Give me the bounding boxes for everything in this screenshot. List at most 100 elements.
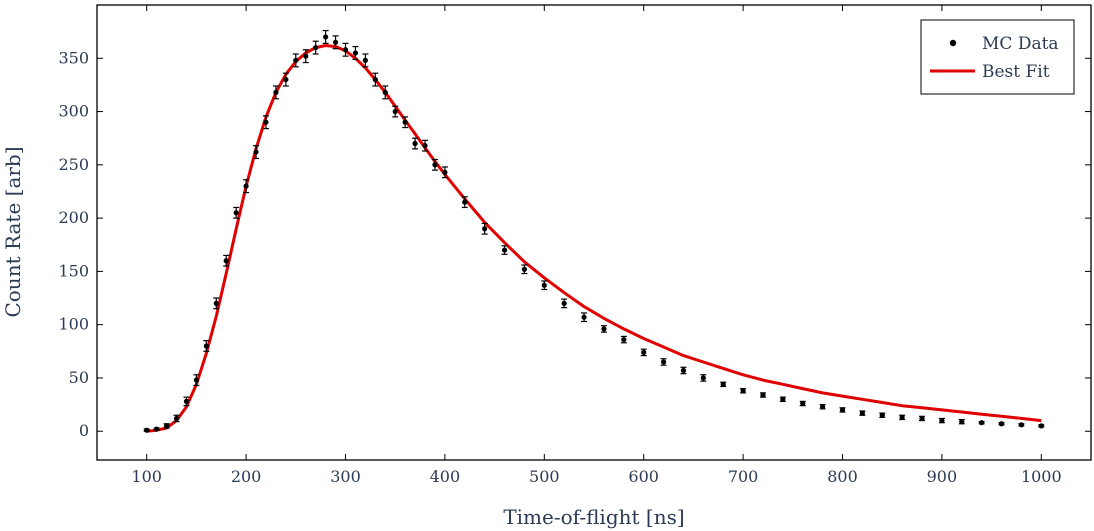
y-tick-label: 0 (79, 421, 89, 440)
mc-data-point (183, 396, 190, 407)
data-marker (253, 149, 259, 155)
data-marker (342, 47, 349, 53)
mc-data-point (541, 280, 548, 291)
mc-data-point (998, 421, 1005, 427)
data-marker (154, 426, 160, 432)
x-axis-ticks: 100 200 300 400 500 600 700 800 900 1000 (131, 5, 1062, 486)
mc-data-point (1018, 422, 1025, 428)
data-marker (939, 417, 945, 424)
data-marker (720, 381, 726, 387)
y-tick-label: 200 (58, 208, 89, 227)
data-marker (820, 404, 826, 410)
mc-data-point (412, 137, 419, 150)
data-marker (382, 89, 388, 95)
mc-data-point (461, 196, 468, 209)
mc-data-point (253, 145, 260, 160)
data-marker (293, 57, 299, 64)
mc-data-point (740, 388, 747, 394)
y-tick-label: 250 (58, 155, 89, 174)
y-tick-label: 300 (58, 102, 89, 121)
data-marker (979, 420, 985, 426)
data-marker (660, 359, 667, 365)
data-marker (859, 410, 865, 416)
data-marker (432, 162, 438, 168)
data-marker (412, 140, 418, 147)
x-tick-label: 400 (430, 467, 461, 486)
mc-data-point (600, 325, 607, 333)
mc-data-point (501, 245, 508, 255)
data-marker (521, 266, 528, 272)
x-tick-label: 800 (827, 467, 858, 486)
x-tick-label: 900 (927, 467, 958, 486)
data-marker (442, 169, 448, 175)
data-marker (839, 407, 846, 413)
data-marker (621, 336, 627, 343)
data-marker (193, 377, 199, 383)
mc-data-point (392, 105, 399, 118)
mc-data-point (382, 85, 389, 100)
data-marker (959, 419, 965, 425)
y-tick-label: 100 (58, 315, 89, 334)
mc-data-point (312, 40, 319, 55)
data-marker (213, 300, 219, 306)
mc-data-point (292, 53, 299, 68)
data-marker (800, 400, 806, 407)
mc-data-point (402, 116, 409, 129)
data-marker (919, 415, 925, 422)
data-layer (143, 29, 1045, 433)
data-marker (899, 414, 905, 420)
data-marker (203, 343, 209, 349)
mc-data-point (422, 139, 429, 152)
mc-data-point (1038, 423, 1045, 429)
legend-marker-mc-data (949, 39, 957, 47)
mc-data-point (859, 410, 866, 416)
mc-data-point (799, 400, 806, 407)
mc-data-point (819, 403, 826, 410)
data-marker (183, 398, 190, 404)
data-marker (780, 396, 786, 402)
data-marker (223, 258, 229, 264)
data-marker (700, 375, 706, 381)
legend-box (920, 19, 1075, 95)
mc-data-point (640, 348, 647, 357)
data-marker (243, 183, 249, 189)
data-marker (173, 415, 180, 422)
data-marker (283, 76, 289, 83)
data-marker (501, 247, 508, 253)
y-tick-label: 350 (58, 48, 89, 67)
data-marker (303, 53, 309, 59)
mc-data-point (173, 414, 180, 423)
mc-data-point (352, 45, 359, 60)
y-tick-label: 50 (69, 368, 89, 387)
mc-data-point (521, 264, 528, 275)
data-marker (601, 326, 607, 332)
mc-data-point (700, 374, 707, 382)
mc-data-point (372, 72, 379, 87)
data-marker (332, 39, 339, 45)
mc-data-point (143, 427, 150, 433)
data-marker (680, 367, 687, 374)
data-marker (313, 45, 319, 51)
mc-data-point (272, 85, 279, 100)
mc-data-point (879, 412, 886, 418)
data-marker (641, 349, 647, 355)
mc-data-point (262, 115, 269, 130)
data-marker (402, 119, 408, 125)
mc-data-point (153, 426, 160, 432)
mc-data-point (481, 222, 488, 235)
data-marker (541, 282, 547, 288)
mc-data-point (282, 72, 289, 87)
mc-data-point (919, 415, 926, 422)
mc-data-point (431, 158, 438, 171)
mc-data-point (581, 312, 588, 323)
mc-data-point (233, 206, 240, 219)
mc-data-point (332, 35, 339, 50)
mc-data-point (163, 423, 170, 429)
data-marker (233, 210, 239, 216)
data-marker (998, 421, 1005, 427)
mc-data-point (899, 414, 906, 421)
data-marker (1038, 423, 1044, 429)
x-tick-label: 100 (131, 467, 162, 486)
legend: MC Data Best Fit (920, 19, 1075, 95)
